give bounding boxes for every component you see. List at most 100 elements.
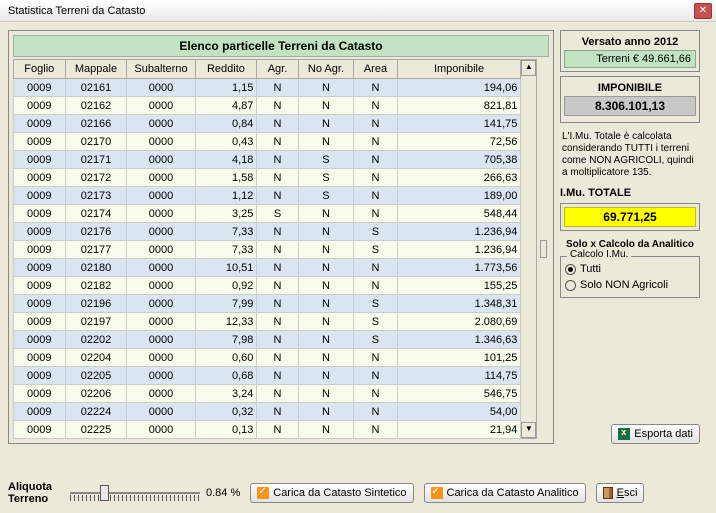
- radio-tutti[interactable]: Tutti: [565, 261, 695, 277]
- column-header[interactable]: Imponibile: [397, 60, 521, 79]
- table-cell: N: [298, 97, 354, 115]
- table-row[interactable]: 00090216100001,15NNN194,06: [14, 79, 521, 97]
- table-cell: 0009: [14, 151, 66, 169]
- imu-note: L'I.Mu. Totale è calcolata considerando …: [560, 127, 700, 183]
- column-header[interactable]: Area: [354, 60, 397, 79]
- carica-sintetico-button[interactable]: Carica da Catasto Sintetico: [250, 483, 413, 503]
- table-row[interactable]: 00090217300001,12NSN189,00: [14, 187, 521, 205]
- table-cell: 7,33: [195, 223, 257, 241]
- table-cell: N: [257, 277, 298, 295]
- table-cell: N: [257, 295, 298, 313]
- column-header[interactable]: Agr.: [257, 60, 298, 79]
- table-cell: N: [257, 403, 298, 421]
- radio-non-agricoli[interactable]: Solo NON Agricoli: [565, 277, 695, 293]
- table-cell: 02170: [65, 133, 127, 151]
- column-header[interactable]: Foglio: [14, 60, 66, 79]
- table-cell: N: [257, 331, 298, 349]
- radio-icon: [565, 280, 576, 291]
- table-row[interactable]: 00090217700007,33NNS1.236,94: [14, 241, 521, 259]
- table-cell: 0009: [14, 367, 66, 385]
- table-row[interactable]: 00090217600007,33NNS1.236,94: [14, 223, 521, 241]
- table-cell: 0000: [127, 169, 195, 187]
- table-row[interactable]: 00090217100004,18NSN705,38: [14, 151, 521, 169]
- table-cell: N: [298, 367, 354, 385]
- column-header[interactable]: Reddito: [195, 60, 257, 79]
- table-cell: 194,06: [397, 79, 521, 97]
- versato-box: Versato anno 2012 Terreni € 49.661,66: [560, 30, 700, 72]
- esporta-label: Esporta dati: [634, 428, 693, 440]
- table-cell: 02173: [65, 187, 127, 205]
- table-cell: 0009: [14, 241, 66, 259]
- table-cell: 54,00: [397, 403, 521, 421]
- bottom-bar: Aliquota Terreno 0.84 % Carica da Catast…: [8, 481, 708, 505]
- table-cell: N: [354, 421, 397, 439]
- table-cell: 1.346,63: [397, 331, 521, 349]
- table-cell: S: [298, 169, 354, 187]
- content-area: Elenco particelle Terreni da Catasto Fog…: [0, 22, 716, 452]
- radio-non-label: Solo NON Agricoli: [580, 279, 668, 291]
- scroll-handle[interactable]: [540, 240, 547, 258]
- scroll-up-icon[interactable]: ▲: [521, 60, 536, 76]
- data-grid[interactable]: FoglioMappaleSubalternoRedditoAgr.No Agr…: [13, 59, 521, 439]
- table-cell: N: [257, 421, 298, 439]
- table-cell: N: [298, 277, 354, 295]
- table-cell: N: [257, 223, 298, 241]
- table-row[interactable]: 00090222400000,32NNN54,00: [14, 403, 521, 421]
- close-icon[interactable]: ✕: [694, 3, 712, 19]
- table-row[interactable]: 00090222500000,13NNN21,94: [14, 421, 521, 439]
- table-cell: 02196: [65, 295, 127, 313]
- check-icon: [257, 487, 269, 499]
- table-cell: 821,81: [397, 97, 521, 115]
- aliquota-slider[interactable]: [70, 483, 200, 503]
- table-row[interactable]: 00090220600003,24NNN546,75: [14, 385, 521, 403]
- table-row[interactable]: 000902197000012,33NNS2.080,69: [14, 313, 521, 331]
- table-cell: 0009: [14, 79, 66, 97]
- table-cell: 02162: [65, 97, 127, 115]
- table-row[interactable]: 00090216600000,84NNN141,75: [14, 115, 521, 133]
- table-cell: 0000: [127, 151, 195, 169]
- table-title: Elenco particelle Terreni da Catasto: [13, 35, 549, 57]
- table-row[interactable]: 00090220200007,98NNS1.346,63: [14, 331, 521, 349]
- table-cell: S: [354, 295, 397, 313]
- vertical-scrollbar[interactable]: ▲ ▼: [521, 59, 537, 439]
- table-cell: 02180: [65, 259, 127, 277]
- slider-thumb[interactable]: [100, 485, 109, 501]
- esci-button[interactable]: Esci: [596, 483, 645, 503]
- table-cell: N: [298, 421, 354, 439]
- radio-tutti-label: Tutti: [580, 263, 601, 275]
- table-row[interactable]: 00090217200001,58NSN266,63: [14, 169, 521, 187]
- table-cell: 0000: [127, 97, 195, 115]
- carica-analitico-button[interactable]: Carica da Catasto Analitico: [424, 483, 586, 503]
- table-row[interactable]: 00090220400000,60NNN101,25: [14, 349, 521, 367]
- table-row[interactable]: 00090216200004,87NNN821,81: [14, 97, 521, 115]
- table-cell: 02161: [65, 79, 127, 97]
- table-cell: S: [298, 151, 354, 169]
- table-cell: 0,68: [195, 367, 257, 385]
- table-cell: 0000: [127, 259, 195, 277]
- table-cell: 0,60: [195, 349, 257, 367]
- table-row[interactable]: 00090217400003,25SNN548,44: [14, 205, 521, 223]
- table-cell: N: [257, 241, 298, 259]
- aliquota-value: 0.84 %: [206, 487, 240, 499]
- table-row[interactable]: 00090218200000,92NNN155,25: [14, 277, 521, 295]
- scroll-down-icon[interactable]: ▼: [521, 422, 536, 438]
- esporta-button[interactable]: Esporta dati: [611, 424, 700, 444]
- column-header[interactable]: Mappale: [65, 60, 127, 79]
- table-cell: 0009: [14, 313, 66, 331]
- column-header[interactable]: No Agr.: [298, 60, 354, 79]
- table-cell: 1.236,94: [397, 241, 521, 259]
- table-cell: N: [298, 385, 354, 403]
- table-cell: N: [257, 385, 298, 403]
- table-cell: 02177: [65, 241, 127, 259]
- table-cell: N: [257, 97, 298, 115]
- table-cell: 0,32: [195, 403, 257, 421]
- table-cell: N: [298, 241, 354, 259]
- table-row[interactable]: 00090220500000,68NNN114,75: [14, 367, 521, 385]
- column-header[interactable]: Subalterno: [127, 60, 195, 79]
- table-row[interactable]: 00090219600007,99NNS1.348,31: [14, 295, 521, 313]
- table-row[interactable]: 00090217000000,43NNN72,56: [14, 133, 521, 151]
- table-cell: 02206: [65, 385, 127, 403]
- table-cell: 4,18: [195, 151, 257, 169]
- table-cell: 02204: [65, 349, 127, 367]
- table-row[interactable]: 000902180000010,51NNN1.773,56: [14, 259, 521, 277]
